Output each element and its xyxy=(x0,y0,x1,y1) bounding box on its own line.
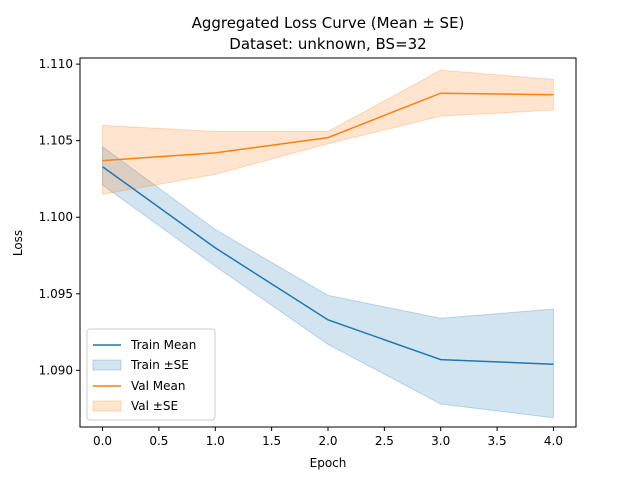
y-axis-label: Loss xyxy=(11,230,25,256)
plot-area xyxy=(102,69,554,419)
x-tick-label: 0.5 xyxy=(149,434,168,448)
val-se-band xyxy=(102,69,554,195)
x-tick-label: 3.5 xyxy=(488,434,507,448)
y-tick-label: 1.100 xyxy=(39,210,73,224)
val-se-legend-label: Val ±SE xyxy=(131,399,178,413)
x-tick-label: 4.0 xyxy=(544,434,563,448)
x-tick-label: 1.0 xyxy=(206,434,225,448)
train-se-band xyxy=(102,145,554,419)
val-mean-line xyxy=(102,92,554,162)
chart-title: Aggregated Loss Curve (Mean ± SE) xyxy=(192,14,465,32)
x-tick-label: 2.5 xyxy=(375,434,394,448)
x-axis: 0.0 0.5 1.0 1.5 2.0 2.5 3.0 3.5 4.0 xyxy=(93,427,563,448)
x-tick-label: 1.5 xyxy=(262,434,281,448)
val-se-legend-swatch xyxy=(92,400,122,412)
y-tick-label: 1.095 xyxy=(39,287,73,301)
legend: Train Mean Train ±SE Val Mean Val ±SE xyxy=(86,328,216,421)
train-se-legend-swatch xyxy=(92,359,122,371)
train-mean-legend-label: Train Mean xyxy=(130,338,196,352)
x-tick-label: 2.0 xyxy=(318,434,337,448)
x-tick-label: 3.0 xyxy=(431,434,450,448)
y-tick-label: 1.110 xyxy=(39,57,73,71)
y-axis: 1.090 1.095 1.100 1.105 1.110 xyxy=(39,57,80,377)
y-tick-label: 1.105 xyxy=(39,134,73,148)
train-se-legend-label: Train ±SE xyxy=(130,358,189,372)
x-axis-label: Epoch xyxy=(310,456,347,470)
train-mean-line xyxy=(102,166,554,365)
chart-subtitle: Dataset: unknown, BS=32 xyxy=(229,35,426,53)
y-tick-label: 1.090 xyxy=(39,363,73,377)
val-mean-legend-label: Val Mean xyxy=(131,379,185,393)
legend-box xyxy=(86,328,216,421)
x-tick-label: 0.0 xyxy=(93,434,112,448)
